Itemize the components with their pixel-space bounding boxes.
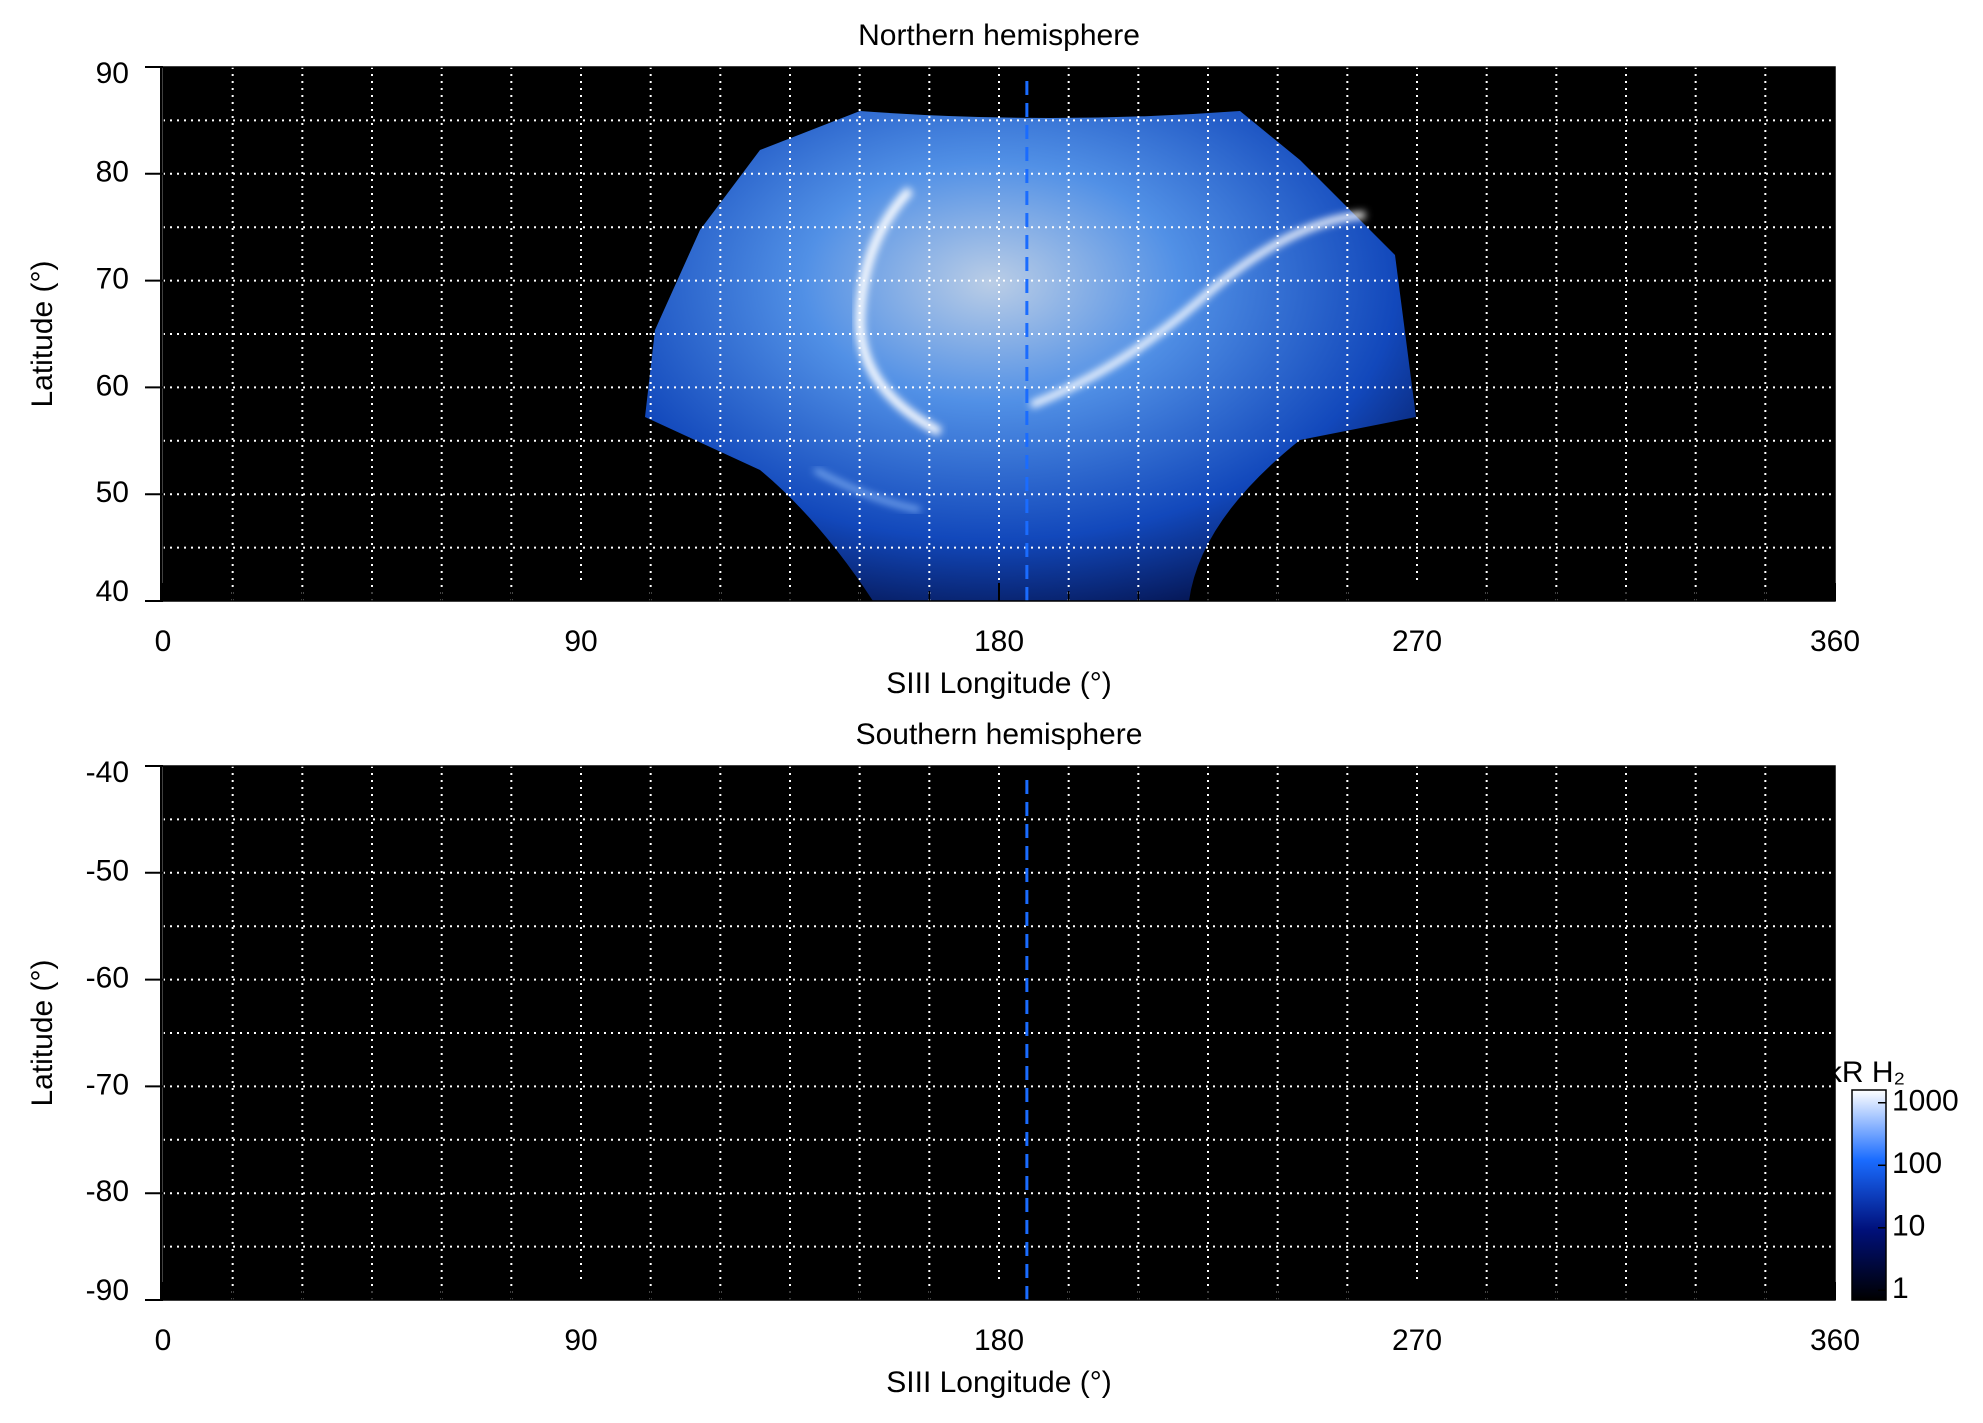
y-tick-label: -80 <box>86 1175 129 1208</box>
x-axis-label: SIII Longitude (°) <box>886 1366 1111 1399</box>
y-tick-label: -70 <box>86 1068 129 1101</box>
colorbar-tick-label: 100 <box>1892 1147 1942 1180</box>
y-tick-label: -60 <box>86 962 129 995</box>
chart-title: Southern hemisphere <box>856 718 1143 751</box>
x-tick-label: 0 <box>155 625 172 658</box>
y-tick-label: 80 <box>96 156 129 189</box>
chart-title: Northern hemisphere <box>858 19 1140 52</box>
x-tick-label: 270 <box>1392 1324 1442 1357</box>
y-tick-label: 60 <box>96 369 129 402</box>
emission-region <box>645 111 1416 601</box>
colorbar-tick-label: 1000 <box>1892 1085 1959 1118</box>
x-axis-label: SIII Longitude (°) <box>886 667 1111 700</box>
colorbar-tick-label: 10 <box>1892 1210 1925 1243</box>
x-tick-label: 180 <box>974 625 1024 658</box>
colorbar <box>1851 1089 1887 1301</box>
emission-oval <box>1029 211 1366 409</box>
x-tick-label: 270 <box>1392 625 1442 658</box>
y-tick-label: 40 <box>96 575 129 608</box>
x-tick-label: 180 <box>974 1324 1024 1357</box>
x-tick-label: 90 <box>564 1324 597 1357</box>
y-tick-label: 50 <box>96 476 129 509</box>
y-tick-label: -90 <box>86 1274 129 1307</box>
y-tick-label: -40 <box>86 756 129 789</box>
colorbar-label: kR H₂ <box>1827 1056 1905 1089</box>
x-tick-label: 0 <box>155 1324 172 1357</box>
y-tick-label: 90 <box>96 57 129 90</box>
y-axis-label: Latitude (°) <box>26 260 59 407</box>
y-axis-label: Latitude (°) <box>26 959 59 1106</box>
emission-arc <box>814 468 921 512</box>
colorbar-tick-label: 1 <box>1892 1272 1909 1305</box>
x-tick-label: 360 <box>1810 625 1860 658</box>
y-tick-label: -50 <box>86 855 129 888</box>
x-tick-label: 360 <box>1810 1324 1860 1357</box>
x-tick-label: 90 <box>564 625 597 658</box>
y-tick-label: 70 <box>96 263 129 296</box>
